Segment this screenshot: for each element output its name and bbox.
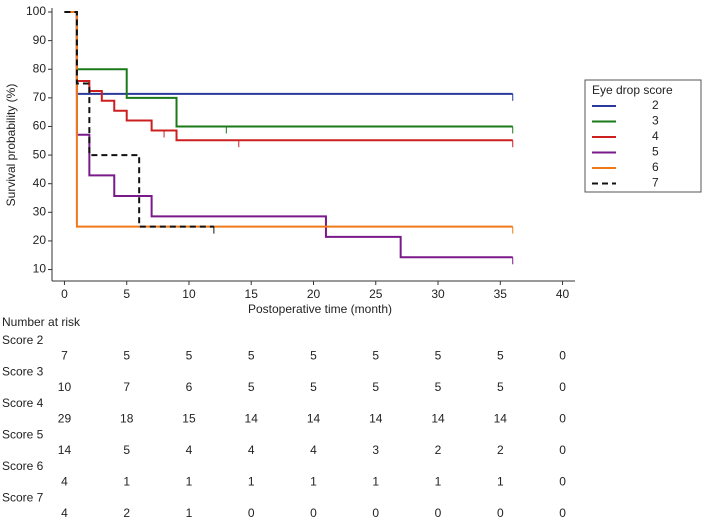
y-tick-label: 40 bbox=[33, 176, 47, 190]
risk-count: 14 bbox=[245, 412, 259, 426]
risk-count: 0 bbox=[559, 349, 566, 363]
y-tick-label: 60 bbox=[33, 119, 47, 133]
y-tick-label: 20 bbox=[33, 233, 47, 247]
x-tick-label: 30 bbox=[431, 287, 445, 301]
risk-count: 0 bbox=[435, 506, 442, 519]
risk-count: 5 bbox=[186, 349, 193, 363]
risk-count: 7 bbox=[61, 349, 68, 363]
legend-label: 6 bbox=[652, 160, 659, 174]
risk-count: 1 bbox=[186, 506, 193, 519]
risk-count: 5 bbox=[123, 443, 130, 457]
risk-count: 1 bbox=[248, 475, 255, 489]
risk-count: 4 bbox=[248, 443, 255, 457]
x-tick-label: 0 bbox=[61, 287, 68, 301]
legend-label: 4 bbox=[652, 129, 659, 143]
risk-count: 2 bbox=[123, 506, 130, 519]
risk-count: 5 bbox=[372, 380, 379, 394]
risk-count: 14 bbox=[58, 443, 72, 457]
risk-count: 5 bbox=[497, 349, 504, 363]
x-tick-label: 10 bbox=[182, 287, 196, 301]
risk-count: 1 bbox=[497, 475, 504, 489]
y-tick-label: 90 bbox=[33, 33, 47, 47]
risk-count: 0 bbox=[372, 506, 379, 519]
risk-count: 1 bbox=[372, 475, 379, 489]
y-axis-label: Survival probability (%) bbox=[4, 84, 18, 207]
legend-title: Eye drop score bbox=[592, 83, 673, 97]
risk-count: 1 bbox=[310, 475, 317, 489]
risk-count: 1 bbox=[123, 475, 130, 489]
risk-row-label: Score 5 bbox=[2, 428, 44, 442]
risk-row-label: Score 7 bbox=[2, 491, 44, 505]
risk-count: 0 bbox=[248, 506, 255, 519]
risk-count: 4 bbox=[186, 443, 193, 457]
risk-count: 5 bbox=[123, 349, 130, 363]
risk-table-title: Number at risk bbox=[2, 315, 81, 329]
risk-count: 0 bbox=[559, 475, 566, 489]
x-tick-label: 35 bbox=[494, 287, 508, 301]
legend-label: 3 bbox=[652, 114, 659, 128]
risk-count: 5 bbox=[372, 349, 379, 363]
survival-curve bbox=[64, 11, 513, 128]
x-axis-label: Postoperative time (month) bbox=[248, 302, 392, 316]
survival-curve bbox=[64, 11, 513, 142]
risk-count: 5 bbox=[435, 349, 442, 363]
risk-count: 3 bbox=[372, 443, 379, 457]
y-tick-label: 50 bbox=[33, 147, 47, 161]
risk-count: 0 bbox=[559, 380, 566, 394]
risk-count: 6 bbox=[186, 380, 193, 394]
risk-count: 4 bbox=[61, 506, 68, 519]
survival-curve bbox=[64, 11, 513, 259]
risk-count: 5 bbox=[497, 380, 504, 394]
risk-row-label: Score 3 bbox=[2, 365, 44, 379]
x-tick-label: 5 bbox=[123, 287, 130, 301]
risk-count: 14 bbox=[369, 412, 383, 426]
risk-count: 1 bbox=[186, 475, 193, 489]
risk-count: 0 bbox=[559, 506, 566, 519]
survival-curve bbox=[64, 11, 513, 95]
y-tick-label: 10 bbox=[33, 262, 47, 276]
risk-row-label: Score 4 bbox=[2, 396, 44, 410]
risk-count: 7 bbox=[123, 380, 130, 394]
risk-count: 5 bbox=[435, 380, 442, 394]
y-tick-label: 70 bbox=[33, 90, 47, 104]
risk-count: 0 bbox=[310, 506, 317, 519]
risk-count: 5 bbox=[310, 380, 317, 394]
risk-count: 0 bbox=[497, 506, 504, 519]
risk-count: 0 bbox=[559, 443, 566, 457]
risk-count: 5 bbox=[248, 349, 255, 363]
risk-count: 2 bbox=[497, 443, 504, 457]
risk-count: 4 bbox=[61, 475, 68, 489]
risk-count: 10 bbox=[58, 380, 72, 394]
risk-count: 18 bbox=[120, 412, 134, 426]
risk-count: 14 bbox=[494, 412, 508, 426]
y-tick-label: 100 bbox=[26, 4, 46, 18]
legend-label: 5 bbox=[652, 145, 659, 159]
survival-curve bbox=[64, 11, 214, 228]
survival-curve bbox=[64, 11, 513, 228]
risk-count: 1 bbox=[435, 475, 442, 489]
risk-count: 14 bbox=[431, 412, 445, 426]
risk-count: 5 bbox=[310, 349, 317, 363]
y-tick-label: 80 bbox=[33, 61, 47, 75]
legend-label: 7 bbox=[652, 176, 659, 190]
risk-count: 29 bbox=[58, 412, 72, 426]
x-tick-label: 15 bbox=[245, 287, 259, 301]
risk-count: 2 bbox=[435, 443, 442, 457]
risk-count: 4 bbox=[310, 443, 317, 457]
x-tick-label: 40 bbox=[556, 287, 570, 301]
legend-label: 2 bbox=[652, 98, 659, 112]
risk-row-label: Score 6 bbox=[2, 459, 44, 473]
x-tick-label: 20 bbox=[307, 287, 321, 301]
x-tick-label: 25 bbox=[369, 287, 383, 301]
risk-count: 15 bbox=[182, 412, 196, 426]
risk-count: 0 bbox=[559, 412, 566, 426]
y-tick-label: 30 bbox=[33, 204, 47, 218]
risk-count: 14 bbox=[307, 412, 321, 426]
risk-count: 5 bbox=[248, 380, 255, 394]
risk-row-label: Score 2 bbox=[2, 333, 44, 347]
